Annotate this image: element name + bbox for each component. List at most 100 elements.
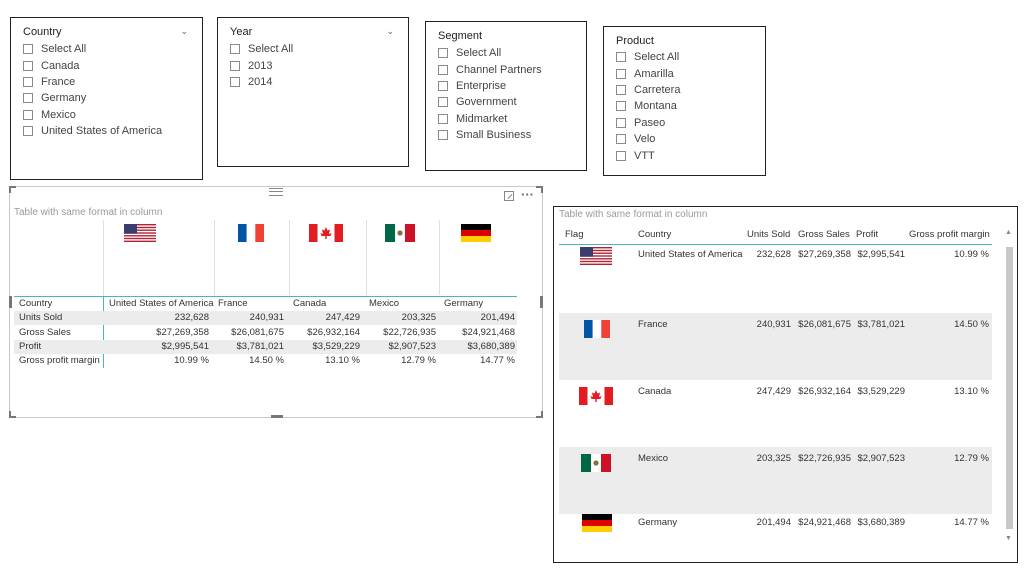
- slicer-item[interactable]: Montana: [616, 98, 680, 114]
- country-cell: Germany: [638, 517, 678, 528]
- checkbox[interactable]: [438, 80, 448, 91]
- column-header[interactable]: Country: [638, 229, 672, 240]
- slicer-item[interactable]: Velo: [616, 131, 680, 147]
- checkbox[interactable]: [616, 134, 626, 145]
- table-row[interactable]: United States of America 232,628 $27,269…: [559, 246, 992, 313]
- matrix-cell: $26,932,164: [307, 327, 360, 338]
- column-header[interactable]: Flag: [565, 229, 584, 240]
- column-header[interactable]: Gross profit margin: [909, 229, 990, 240]
- table-row[interactable]: Canada 247,429 $26,932,164 $3,529,229 13…: [559, 380, 992, 447]
- column-header[interactable]: Units Sold: [747, 229, 791, 240]
- checkbox[interactable]: [616, 52, 626, 63]
- chevron-down-icon[interactable]: ⌄: [180, 26, 188, 36]
- visual-title: Table with same format in column: [559, 209, 708, 220]
- table-row[interactable]: France 240,931 $26,081,675 $3,781,021 14…: [559, 313, 992, 380]
- expand-icon[interactable]: [504, 191, 514, 201]
- matrix-cell: $3,680,389: [467, 341, 515, 352]
- matrix-cell: $22,726,935: [383, 327, 436, 338]
- resize-handle[interactable]: [271, 415, 283, 418]
- checkbox[interactable]: [23, 109, 33, 120]
- matrix-cell: $26,081,675: [231, 327, 284, 338]
- slicer-item[interactable]: Canada: [23, 57, 162, 73]
- column-divider: [366, 220, 367, 295]
- checkbox[interactable]: [616, 84, 626, 95]
- checkbox[interactable]: [23, 44, 33, 55]
- margin-cell: 14.77 %: [954, 517, 989, 528]
- chevron-down-icon[interactable]: ⌄: [386, 26, 394, 36]
- more-options-button[interactable]: ···: [521, 187, 534, 202]
- checkbox[interactable]: [23, 76, 33, 87]
- resize-handle[interactable]: [9, 296, 12, 308]
- resize-handle[interactable]: [536, 186, 543, 193]
- column-header[interactable]: Canada: [293, 298, 327, 309]
- slicer-item[interactable]: Amarilla: [616, 65, 680, 81]
- scroll-down-button[interactable]: ▼: [1005, 535, 1012, 542]
- slicer-item[interactable]: Enterprise: [438, 78, 542, 94]
- column-header[interactable]: United States of America: [109, 298, 214, 309]
- checkbox[interactable]: [438, 64, 448, 75]
- table-visual[interactable]: Table with same format in column Flag Co…: [553, 206, 1018, 563]
- column-divider: [214, 220, 215, 295]
- checkbox[interactable]: [438, 113, 448, 124]
- checkbox[interactable]: [616, 101, 626, 112]
- checkbox[interactable]: [230, 60, 240, 71]
- slicer-item[interactable]: 2013: [230, 57, 293, 73]
- column-header[interactable]: France: [218, 298, 248, 309]
- sales-cell: $26,081,675: [798, 319, 851, 330]
- vertical-scrollbar[interactable]: ▲ ▼: [1004, 229, 1015, 549]
- slicer-item[interactable]: Paseo: [616, 115, 680, 131]
- checkbox[interactable]: [23, 126, 33, 137]
- checkbox[interactable]: [438, 130, 448, 141]
- checkbox[interactable]: [438, 97, 448, 108]
- checkbox[interactable]: [230, 76, 240, 87]
- column-header[interactable]: Germany: [444, 298, 484, 309]
- slicer-item[interactable]: Select All: [23, 41, 162, 57]
- slicer-item[interactable]: Government: [438, 94, 542, 110]
- checkbox[interactable]: [616, 150, 626, 161]
- resize-handle[interactable]: [536, 411, 543, 418]
- drag-grip-icon[interactable]: [269, 188, 283, 196]
- slicer-item[interactable]: Select All: [616, 49, 680, 65]
- slicer-item[interactable]: Carretera: [616, 82, 680, 98]
- column-header[interactable]: Profit: [856, 229, 879, 240]
- column-header[interactable]: Mexico: [369, 298, 400, 309]
- slicer-item[interactable]: Select All: [438, 45, 542, 61]
- slicer-item[interactable]: Mexico: [23, 107, 162, 123]
- france-flag-icon: [238, 224, 264, 242]
- slicer-item[interactable]: Select All: [230, 41, 293, 57]
- checkbox[interactable]: [616, 68, 626, 79]
- resize-handle[interactable]: [540, 296, 543, 308]
- table-row[interactable]: Germany 201,494 $24,921,468 $3,680,389 1…: [559, 514, 992, 562]
- slicer-item[interactable]: Midmarket: [438, 111, 542, 127]
- country-cell: France: [638, 319, 668, 330]
- matrix-cell: 14.50 %: [249, 355, 284, 366]
- margin-cell: 12.79 %: [954, 453, 989, 464]
- slicer-item[interactable]: Small Business: [438, 127, 542, 143]
- scroll-thumb[interactable]: [1006, 247, 1013, 529]
- slicer-item[interactable]: Channel Partners: [438, 61, 542, 77]
- column-header[interactable]: Gross Sales: [798, 229, 850, 240]
- checkbox[interactable]: [438, 48, 448, 59]
- mexico-flag-icon: [581, 454, 611, 472]
- matrix-cell: 12.79 %: [401, 355, 436, 366]
- slicer-item[interactable]: France: [23, 74, 162, 90]
- resize-handle[interactable]: [9, 186, 16, 193]
- resize-handle[interactable]: [9, 411, 16, 418]
- row-label: Profit: [19, 341, 42, 352]
- scroll-up-button[interactable]: ▲: [1005, 229, 1012, 236]
- year-slicer: Year ⌄ Select All 2013 2014: [217, 17, 409, 167]
- checkbox[interactable]: [23, 93, 33, 104]
- slicer-item[interactable]: United States of America: [23, 123, 162, 139]
- slicer-item[interactable]: Germany: [23, 90, 162, 106]
- matrix-cell: 201,494: [480, 312, 515, 323]
- table-row[interactable]: Mexico 203,325 $22,726,935 $2,907,523 12…: [559, 447, 992, 514]
- matrix-visual[interactable]: ··· Table with same format in column Cou…: [9, 186, 543, 418]
- checkbox[interactable]: [616, 117, 626, 128]
- column-divider: [103, 220, 104, 368]
- matrix-cell: $3,529,229: [312, 341, 360, 352]
- slicer-item[interactable]: VTT: [616, 147, 680, 163]
- slicer-item[interactable]: 2014: [230, 74, 293, 90]
- profit-cell: $2,907,523: [857, 453, 905, 464]
- checkbox[interactable]: [230, 44, 240, 55]
- checkbox[interactable]: [23, 60, 33, 71]
